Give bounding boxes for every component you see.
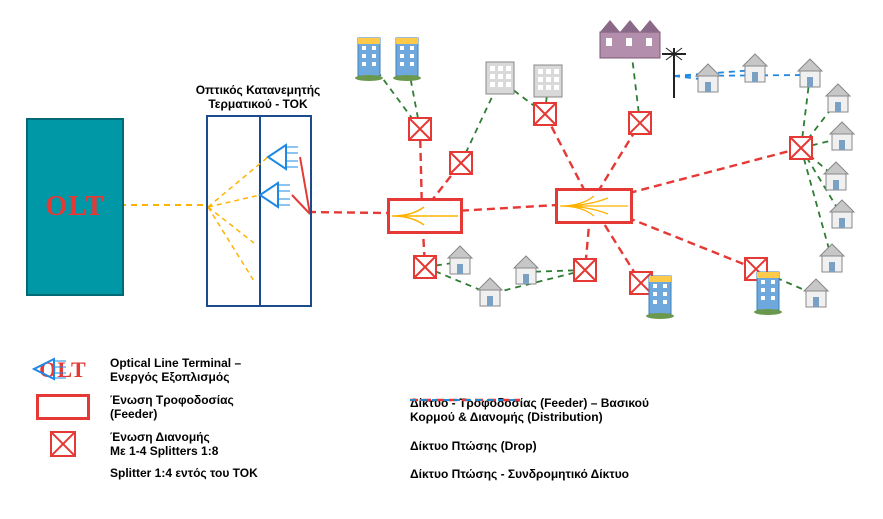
distribution-node (574, 259, 596, 281)
legend-drop-line-label: Δίκτυο Πτώσης (Drop) (410, 439, 537, 453)
legend-splitter-label: Splitter 1:4 εντός του ΤΟΚ (110, 466, 258, 480)
house-icon (514, 256, 538, 284)
house-icon (696, 64, 720, 92)
legend-sub-line-label: Δίκτυο Πτώσης - Συνδρομητικό Δίκτυο (410, 467, 629, 481)
house-icon (820, 244, 844, 272)
tok-to-hub-line (308, 212, 387, 213)
drop-line (490, 270, 585, 294)
row-icon (600, 20, 660, 58)
distribution-node (629, 112, 651, 134)
diagram-canvas: { "colors":{ "olt_fill":"#0097a7","olt_b… (0, 0, 883, 519)
olt-box: OLT (26, 118, 124, 296)
distribution-node (414, 256, 436, 278)
legend-dist-label: Ένωση ΔιανομήςΜε 1-4 Splitters 1:8 (110, 430, 218, 459)
house-icon (478, 278, 502, 306)
house-icon (798, 59, 822, 87)
feeder-hub (555, 188, 633, 224)
distribution-node (450, 152, 472, 174)
house-icon (824, 162, 848, 190)
tower-icon (754, 272, 782, 315)
legend-olt-label: Optical Line Terminal –Ενεργός Εξοπλισμό… (110, 356, 241, 385)
olt-label: OLT (45, 191, 105, 223)
legend-feeder-icon (28, 394, 98, 420)
drop-line (801, 148, 832, 260)
house-icon (826, 84, 850, 112)
office-icon (486, 62, 514, 94)
feeder-hub (387, 198, 463, 234)
tower-icon (355, 38, 383, 81)
distribution-node (534, 103, 556, 125)
legend-sub-line-icon (410, 396, 520, 404)
house-icon (448, 246, 472, 274)
legend-dist-icon (28, 431, 98, 457)
tower-icon (646, 276, 674, 319)
house-icon (830, 200, 854, 228)
legend-right: Δίκτυο - Τροφοδοσίας (Feeder) – ΒασικούΚ… (410, 396, 870, 482)
legend-feeder-label: Ένωση Τροφοδοσίας(Feeder) (110, 393, 234, 422)
distribution-node (409, 118, 431, 140)
tok-box (206, 115, 312, 307)
tok-label: Οπτικός Κατανεμητής Τερματικού - ΤΟΚ (170, 84, 346, 112)
subscriber-line (674, 75, 810, 76)
tower-icon (393, 38, 421, 81)
office-icon (534, 65, 562, 97)
house-icon (743, 54, 767, 82)
house-icon (830, 122, 854, 150)
house-icon (804, 279, 828, 307)
distribution-node (790, 137, 812, 159)
antenna-icon (662, 48, 686, 98)
